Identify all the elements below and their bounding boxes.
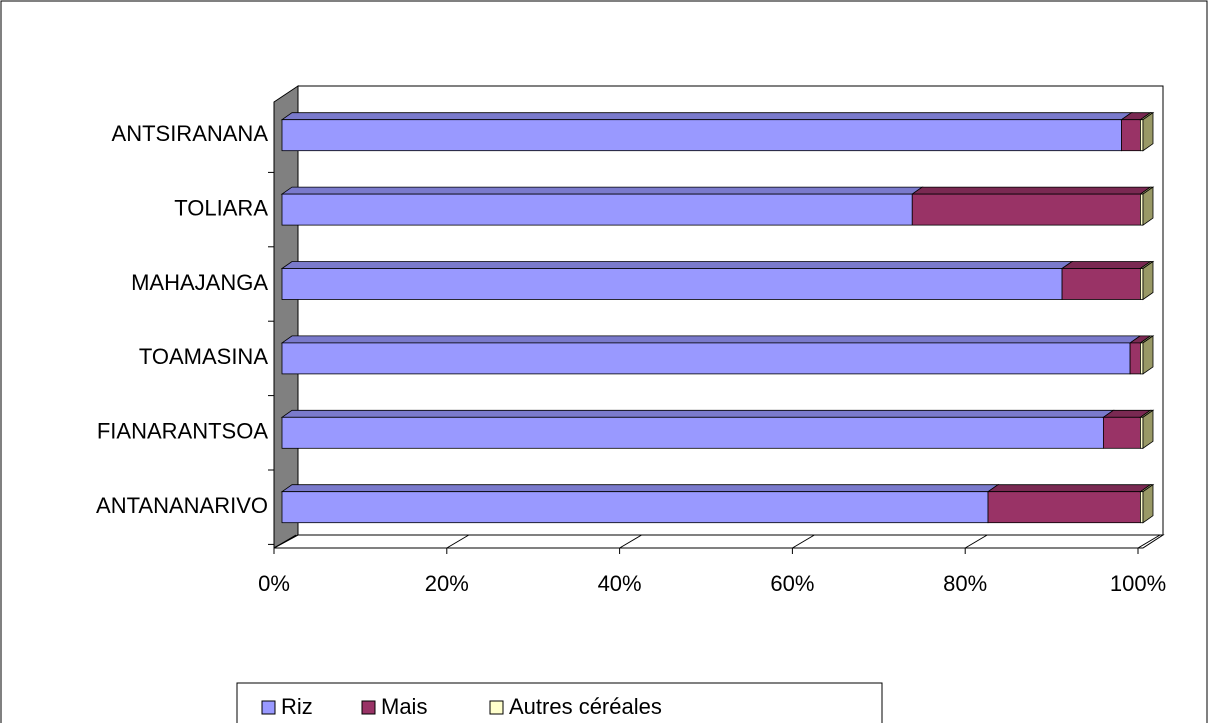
- x-gridline-depth: [273, 534, 297, 549]
- x-tick-label: 60%: [770, 571, 814, 596]
- bar-top: [280, 409, 1115, 418]
- bar: [281, 268, 1063, 300]
- legend-label: Mais: [381, 694, 427, 719]
- bar-end: [1142, 186, 1154, 226]
- y-tick-label: TOAMASINA: [139, 344, 269, 369]
- legend-label: Autres céréales: [509, 694, 662, 719]
- legend-swatch: [489, 700, 504, 715]
- bar-end: [1142, 111, 1154, 152]
- x-gridline-depth: [446, 534, 470, 549]
- x-gridline-depth: [792, 534, 815, 549]
- bar: [281, 342, 1131, 375]
- bar-end: [1142, 260, 1154, 301]
- x-tick-label: 20%: [425, 571, 469, 596]
- bar: [1102, 416, 1141, 449]
- x-tick-label: 100%: [1110, 571, 1166, 596]
- legend-swatch: [361, 700, 376, 715]
- x-gridline-depth: [1137, 534, 1161, 549]
- bar: [1121, 119, 1141, 152]
- bar-top: [280, 484, 1000, 493]
- bar-top: [910, 186, 1152, 195]
- side-wall: [273, 85, 299, 549]
- bar-top: [1060, 261, 1152, 269]
- legend-swatch: [261, 700, 276, 715]
- bar: [281, 416, 1104, 449]
- bar: [281, 119, 1122, 152]
- bar-top: [280, 335, 1142, 344]
- y-tick-label: ANTANANARIVO: [96, 493, 268, 518]
- bar: [281, 193, 913, 226]
- legend-box: [236, 682, 883, 723]
- bar: [987, 491, 1141, 524]
- y-tick-label: ANTSIRANANA: [112, 121, 269, 146]
- x-tick-label: 80%: [943, 571, 987, 596]
- x-gridline-depth: [619, 534, 642, 549]
- bar-top: [280, 112, 1133, 121]
- bar: [281, 491, 989, 524]
- back-wall: [297, 85, 1164, 536]
- bar-end: [1142, 483, 1154, 524]
- bar: [911, 193, 1141, 226]
- x-tick-label: 40%: [598, 571, 642, 596]
- bar-end: [1142, 409, 1154, 450]
- y-tick-label: FIANARANTSOA: [97, 419, 268, 444]
- x-tick-label: 0%: [258, 571, 290, 596]
- floor: [273, 534, 1165, 549]
- bar-top: [280, 261, 1074, 269]
- bar: [1129, 342, 1141, 375]
- x-gridline-depth: [964, 534, 988, 549]
- y-tick-label: TOLIARA: [174, 195, 268, 220]
- legend-label: Riz: [281, 694, 313, 719]
- bar-top: [280, 186, 924, 195]
- bar-end: [1142, 335, 1154, 375]
- y-tick-label: MAHAJANGA: [131, 270, 268, 295]
- bar: [1061, 268, 1141, 300]
- bar-top: [986, 484, 1152, 493]
